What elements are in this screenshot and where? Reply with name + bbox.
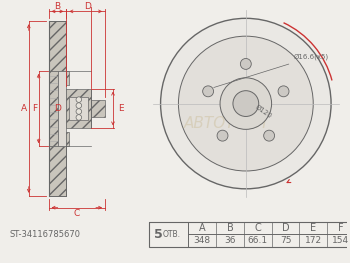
Circle shape: [264, 130, 275, 141]
Text: 172: 172: [304, 236, 322, 245]
Bar: [66, 132, 69, 146]
Bar: [69, 97, 88, 120]
Bar: [49, 71, 58, 146]
Text: C: C: [74, 209, 80, 218]
Circle shape: [76, 97, 82, 102]
Text: 5: 5: [154, 228, 162, 241]
Bar: [66, 89, 91, 128]
Circle shape: [178, 36, 313, 171]
Bar: [58, 71, 66, 146]
Text: Ø120: Ø120: [254, 104, 273, 119]
Circle shape: [203, 86, 214, 97]
Text: D: D: [282, 223, 289, 233]
Text: 36: 36: [224, 236, 236, 245]
Circle shape: [233, 91, 259, 117]
Text: D: D: [84, 2, 91, 11]
Text: Ø16.6(x5): Ø16.6(x5): [214, 54, 329, 88]
Bar: [49, 146, 66, 196]
Circle shape: [76, 103, 82, 108]
Text: E: E: [310, 223, 316, 233]
Circle shape: [217, 130, 228, 141]
Text: 75: 75: [280, 236, 291, 245]
Text: B: B: [55, 2, 61, 11]
Text: 154: 154: [332, 236, 350, 245]
Text: F: F: [338, 223, 344, 233]
Circle shape: [240, 58, 251, 69]
Text: B: B: [226, 223, 233, 233]
Bar: [66, 71, 69, 85]
Text: АВТОТРИП: АВТОТРИП: [184, 116, 268, 131]
Circle shape: [76, 115, 82, 120]
Bar: [91, 100, 105, 118]
Bar: [49, 21, 66, 71]
Bar: [149, 221, 350, 247]
Text: C: C: [254, 223, 261, 233]
Text: E: E: [118, 104, 124, 113]
Text: F: F: [32, 104, 37, 113]
Text: OTB.: OTB.: [162, 230, 181, 239]
Text: A: A: [21, 104, 27, 113]
Circle shape: [278, 86, 289, 97]
Text: 66.1: 66.1: [248, 236, 268, 245]
Circle shape: [76, 109, 82, 114]
Circle shape: [220, 78, 272, 129]
Text: ST-34116785670: ST-34116785670: [10, 230, 81, 239]
Text: A: A: [199, 223, 205, 233]
Circle shape: [161, 18, 331, 189]
Text: D: D: [55, 104, 62, 113]
Text: 348: 348: [194, 236, 211, 245]
